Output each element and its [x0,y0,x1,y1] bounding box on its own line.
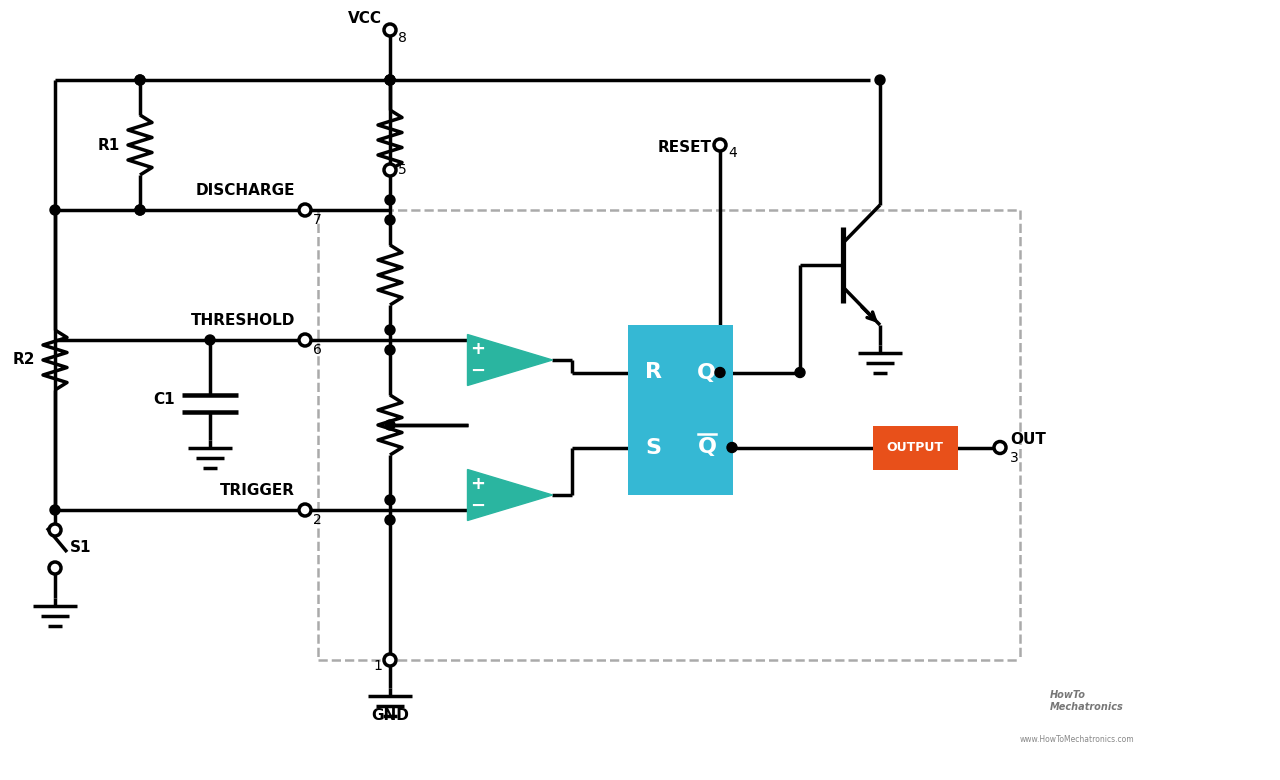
Circle shape [385,215,396,225]
Text: DISCHARGE: DISCHARGE [196,183,294,198]
Text: Q: Q [696,363,716,382]
Text: S1: S1 [70,541,91,555]
Text: THRESHOLD: THRESHOLD [191,313,294,328]
Circle shape [385,420,396,430]
Text: OUTPUT: OUTPUT [887,441,943,454]
Circle shape [300,204,311,216]
Circle shape [134,205,145,215]
Circle shape [727,442,737,452]
Text: HowTo
Mechatronics: HowTo Mechatronics [1050,690,1124,711]
Text: 7: 7 [314,213,321,227]
Circle shape [134,75,145,85]
Circle shape [385,75,396,85]
Text: 2: 2 [314,513,321,527]
Text: −: − [470,497,485,515]
Polygon shape [467,470,553,520]
Circle shape [384,24,396,36]
Circle shape [385,195,396,205]
Circle shape [384,654,396,666]
Circle shape [385,495,396,505]
Circle shape [995,441,1006,453]
Text: 5: 5 [398,163,407,177]
Circle shape [795,367,805,378]
Text: R1: R1 [97,137,120,153]
Text: −: − [470,362,485,380]
Text: 4: 4 [728,146,737,160]
Circle shape [385,75,396,85]
Text: 3: 3 [1010,451,1019,465]
Circle shape [300,504,311,516]
Text: R: R [645,363,662,382]
Polygon shape [467,335,553,385]
Text: VCC: VCC [348,11,381,26]
Bar [873,426,957,470]
Text: OUT: OUT [1010,432,1046,447]
Circle shape [134,75,145,85]
Text: C1: C1 [154,392,175,407]
Circle shape [300,334,311,346]
Circle shape [714,139,726,151]
Text: +: + [470,340,485,358]
Circle shape [385,75,396,85]
Circle shape [385,515,396,525]
Circle shape [134,205,145,215]
Text: +: + [470,475,485,493]
Circle shape [716,367,724,378]
Circle shape [49,562,61,574]
Text: R2: R2 [13,353,35,367]
Circle shape [876,75,884,85]
Bar [627,325,732,495]
Circle shape [49,524,61,536]
Circle shape [384,164,396,176]
Text: 6: 6 [314,343,321,357]
Text: 1: 1 [374,659,381,673]
Text: GND: GND [371,708,408,723]
Circle shape [205,335,215,345]
Text: Q: Q [698,438,717,458]
Text: 8: 8 [398,31,407,45]
Circle shape [50,505,60,515]
Circle shape [50,205,60,215]
Text: TRIGGER: TRIGGER [220,483,294,498]
Text: www.HowToMechatronics.com: www.HowToMechatronics.com [1020,736,1134,744]
Text: RESET: RESET [658,140,712,154]
Circle shape [385,325,396,335]
Text: S: S [645,438,662,458]
Circle shape [385,345,396,355]
